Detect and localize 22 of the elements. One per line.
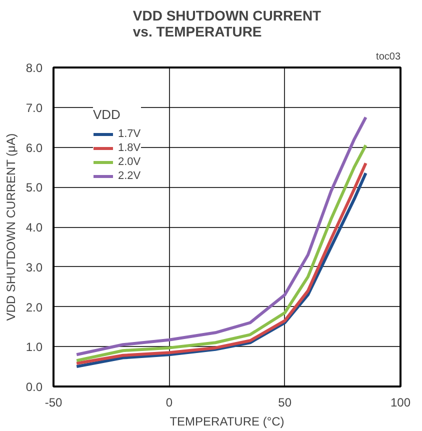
x-axis-title: TEMPERATURE (°C) bbox=[170, 414, 284, 428]
text: toc03 bbox=[376, 52, 401, 62]
chart-title: VDD SHUTDOWN CURRENT vs. TEMPERATURE bbox=[132, 8, 322, 40]
y-tick-label: 6.0 bbox=[26, 140, 43, 155]
y-tick-label: 2.0 bbox=[26, 300, 43, 314]
legend-label: 2.0V bbox=[118, 155, 141, 169]
x-tick-label: 50 bbox=[278, 396, 292, 410]
y-tick-label: 0.0 bbox=[26, 380, 43, 394]
y-tick-label: 1.0 bbox=[26, 340, 43, 354]
y-tick-label: 4.0 bbox=[26, 220, 43, 234]
x-tick-label: 0 bbox=[166, 396, 173, 410]
y-tick-label: 5.0 bbox=[26, 180, 43, 195]
legend-label: 1.7V bbox=[118, 127, 141, 141]
legend-label: 1.8V bbox=[118, 141, 141, 155]
y-tick-label: 8.0 bbox=[26, 61, 43, 75]
x-tick-label: -50 bbox=[44, 396, 62, 410]
y-tick-label: 3.0 bbox=[26, 260, 43, 274]
legend-label: 2.2V bbox=[118, 169, 141, 183]
x-tick-label: 100 bbox=[390, 396, 411, 410]
legend-title: VDD bbox=[93, 107, 122, 122]
y-tick-label: 7.0 bbox=[26, 100, 43, 115]
y-axis-title: VDD SHUTDOWN CURRENT (μA) bbox=[4, 133, 18, 321]
